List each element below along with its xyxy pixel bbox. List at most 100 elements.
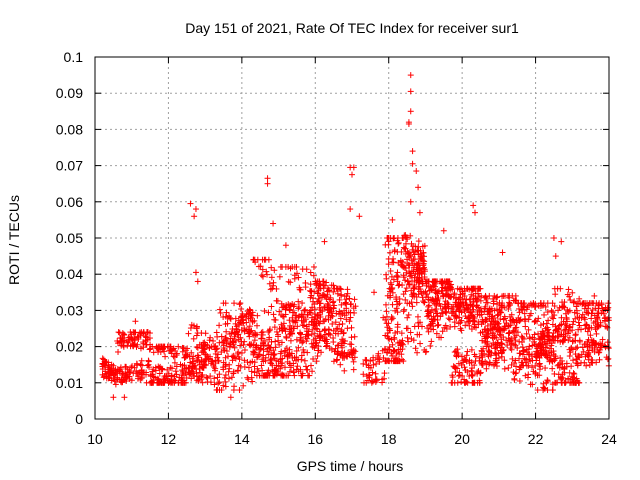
data-point [391, 235, 398, 241]
data-point [216, 322, 223, 329]
data-point [231, 333, 238, 340]
data-point [394, 324, 401, 331]
data-point [558, 238, 565, 245]
data-point [551, 285, 558, 292]
data-point [268, 264, 275, 271]
data-point [202, 351, 209, 358]
data-point [121, 331, 128, 338]
data-point [112, 370, 119, 377]
data-point [269, 285, 276, 292]
data-point [243, 319, 250, 326]
data-point [270, 220, 277, 227]
data-point [205, 356, 212, 363]
data-point [271, 267, 278, 274]
data-point [155, 376, 162, 383]
data-point [339, 320, 346, 327]
x-tick-label: 22 [528, 431, 544, 447]
data-point [210, 361, 217, 368]
data-point [137, 361, 144, 368]
data-point [249, 378, 256, 385]
data-point [148, 379, 155, 386]
data-point [100, 356, 107, 363]
data-point [214, 374, 221, 381]
data-point [220, 364, 227, 371]
data-point [99, 371, 106, 378]
data-point [409, 148, 416, 155]
data-point [309, 368, 316, 375]
data-point [348, 334, 355, 341]
data-point [216, 379, 223, 386]
data-point [231, 383, 238, 390]
data-point [299, 321, 306, 328]
data-point [246, 329, 253, 336]
data-point [194, 278, 201, 285]
data-point [230, 338, 237, 345]
data-point [237, 342, 244, 349]
y-tick-label: 0.09 [56, 85, 83, 101]
data-point [161, 373, 168, 380]
data-point [142, 333, 149, 340]
data-point [259, 256, 266, 263]
data-point [150, 349, 157, 356]
data-point [356, 213, 363, 220]
data-point [245, 364, 252, 371]
data-point [505, 364, 512, 371]
x-tick-label: 10 [87, 431, 103, 447]
data-point [128, 377, 135, 384]
data-point [99, 355, 106, 362]
data-point [389, 315, 396, 322]
data-point [246, 306, 253, 313]
data-point [222, 354, 229, 361]
x-tick-label: 24 [601, 431, 617, 447]
data-point [604, 339, 611, 346]
data-point [299, 300, 306, 307]
data-point [155, 343, 162, 350]
data-point [342, 300, 349, 307]
data-point [112, 381, 119, 388]
data-point [265, 309, 272, 316]
data-point [240, 382, 247, 389]
data-point [223, 348, 230, 355]
data-point [552, 253, 559, 260]
data-point [237, 300, 244, 307]
x-tick-label: 14 [234, 431, 250, 447]
data-point [165, 370, 172, 377]
data-point [552, 379, 559, 386]
data-point [451, 323, 458, 330]
data-point [222, 371, 229, 378]
data-point [118, 342, 125, 349]
data-point [221, 374, 228, 381]
data-point [215, 380, 222, 387]
data-point [259, 273, 266, 280]
data-point [543, 379, 550, 386]
data-point [124, 371, 131, 378]
data-point [199, 379, 206, 386]
data-point [414, 349, 421, 356]
data-point [282, 242, 289, 249]
data-point [498, 293, 505, 300]
data-point [221, 347, 228, 354]
data-point [401, 306, 408, 313]
x-tick-label: 18 [381, 431, 397, 447]
data-point [236, 356, 243, 363]
data-point [231, 300, 238, 307]
data-point [133, 368, 140, 375]
y-tick-label: 0.08 [56, 121, 83, 137]
data-point [500, 316, 507, 323]
data-point [407, 329, 414, 336]
x-axis-label: GPS time / hours [297, 458, 404, 474]
data-point [540, 380, 547, 387]
data-point [325, 330, 332, 337]
data-point [240, 316, 247, 323]
data-point [148, 379, 155, 386]
data-point [117, 378, 124, 385]
data-point [386, 249, 393, 256]
data-point [223, 309, 230, 316]
data-point [110, 394, 117, 401]
data-point [395, 282, 402, 289]
data-point [273, 328, 280, 335]
data-point [207, 373, 214, 380]
data-point [129, 336, 136, 343]
data-point [216, 371, 223, 378]
